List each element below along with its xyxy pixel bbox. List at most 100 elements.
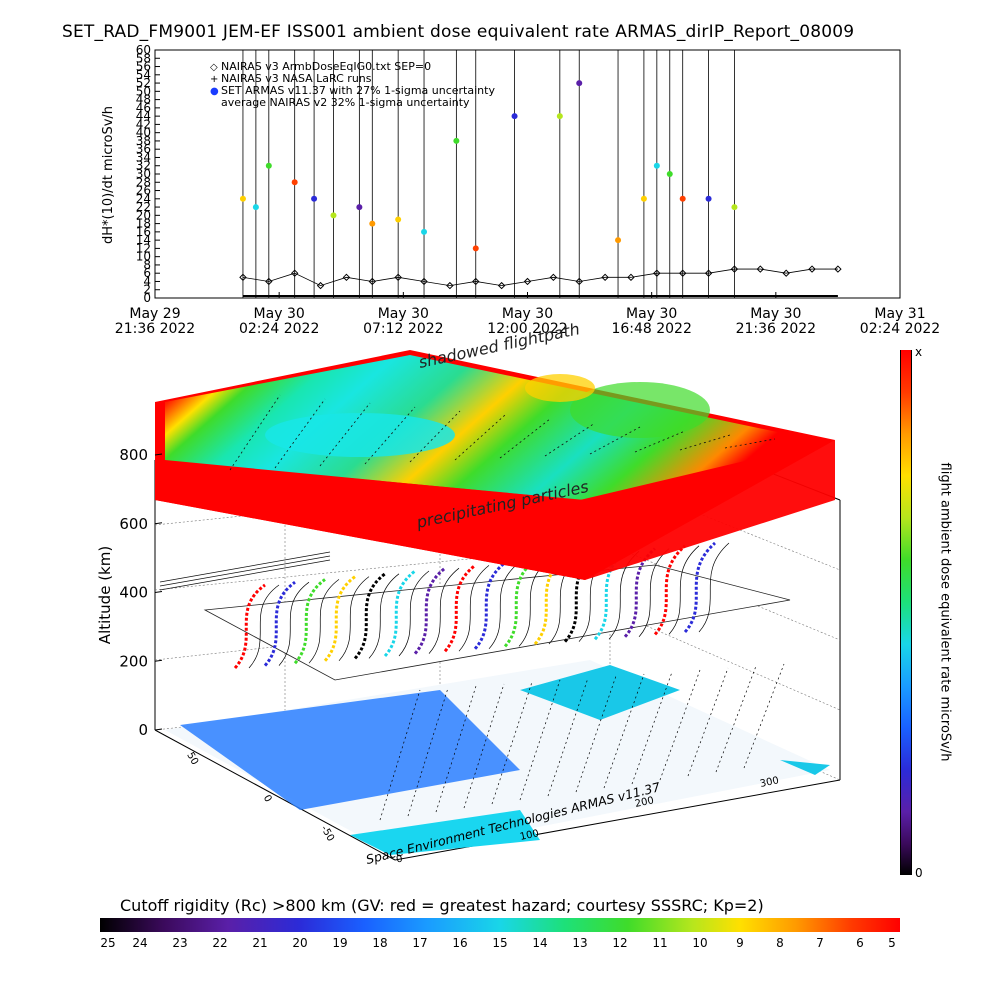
rigidity-tick-label: 12: [612, 936, 627, 950]
y-tick-label: 44: [136, 109, 151, 123]
longitude-tick-label: 100: [519, 828, 540, 843]
nairas-point: [679, 269, 687, 277]
ground-track: [407, 687, 449, 817]
latitude-tick-label: 0: [261, 793, 274, 804]
y-tick-label: 40: [136, 126, 151, 140]
rigidity-tick-label: 11: [652, 936, 667, 950]
colorbar-max-label: x: [915, 345, 923, 359]
orbit-wave-shadow: [578, 553, 610, 642]
annotation-precipitating-particles: precipitating particles: [414, 477, 590, 532]
rigidity-tick-label: 20: [292, 936, 307, 950]
ground-track: [463, 683, 505, 809]
ocean-region: [180, 690, 520, 810]
nairas-point: [394, 273, 402, 282]
ground-track: [603, 673, 645, 789]
armas-point: [453, 137, 460, 144]
armas-point: [615, 237, 622, 244]
x-tick-label: 02:24 2022: [860, 321, 940, 337]
nairas-point: [601, 273, 609, 282]
y-tick-label: 24: [136, 192, 151, 206]
rigidity-colorbar-ticks: 25 24 23 22 21 20 19 18 17 16 15 14 13 12 11 10 9 8 7 6 5: [100, 936, 896, 950]
flightpath-orbits: [233, 541, 730, 669]
ground-track-dots: [379, 663, 785, 821]
y-tick-label: 28: [136, 175, 151, 189]
rigidity-tick-label: 16: [452, 936, 467, 950]
rigidity-tick-label: 10: [692, 936, 707, 950]
y-axis: 0246810121416182022242628303234363840424…: [136, 43, 160, 305]
armas-point: [311, 195, 318, 202]
nairas-point: [342, 273, 351, 282]
legend-label: average NAIRAS v2 32% 1-sigma uncertaint…: [221, 96, 470, 109]
y-tick-label: 30: [136, 167, 151, 181]
rigidity-tick-label: 13: [572, 936, 587, 950]
nairas-point: [420, 277, 428, 286]
rigidity-tick-label: 21: [252, 936, 267, 950]
armas-point: [653, 162, 660, 169]
orbit-wave-shadow: [518, 559, 550, 647]
armas-point: [291, 179, 298, 186]
nairas-point: [782, 269, 790, 277]
altitude-tick-label: 400: [119, 584, 148, 602]
rigidity-tick-label: 6: [856, 936, 864, 950]
colorbar-min-label: 0: [915, 866, 923, 880]
slab-track-dots: [229, 394, 776, 471]
ground-track: [631, 671, 673, 785]
orbit-wave-shadow: [638, 548, 670, 638]
dose-colorbar: [900, 350, 912, 875]
altitude-tick-label: 200: [119, 652, 148, 670]
x-tick-label: May 30: [502, 306, 553, 322]
ground-track: [519, 679, 561, 801]
ground-track: [715, 665, 757, 773]
x-tick-label: May 29: [129, 306, 180, 322]
orbit-wave: [293, 578, 326, 665]
orbit-wave-shadow: [668, 545, 700, 635]
x-tick-label: 21:36 2022: [115, 321, 195, 337]
armas-point: [252, 204, 259, 211]
orbit-wave: [443, 564, 476, 653]
nairas-point: [575, 277, 583, 286]
x-tick-label: May 30: [378, 306, 429, 322]
orbit-wave: [263, 580, 296, 667]
orbit-wave: [353, 572, 386, 660]
x-tick-label: May 30: [750, 306, 801, 322]
y-tick-label: 12: [136, 241, 151, 255]
armas-series: [239, 80, 738, 252]
armas-point: [472, 245, 479, 252]
nairas-point: [834, 265, 842, 273]
latitude-tick-label: -50: [318, 824, 336, 844]
rigidity-tick-label: 5: [888, 936, 896, 950]
legend-symbol: ◇: [210, 62, 218, 73]
y-tick-label: 18: [136, 217, 151, 231]
y-tick-label: 0: [143, 291, 151, 305]
ground-track: [547, 677, 589, 797]
nairas-point: [653, 269, 661, 277]
longitude-tick-label: 300: [759, 775, 780, 790]
orbit-wave: [683, 541, 716, 633]
y-tick-label: 26: [136, 184, 151, 198]
x-tick-label: 21:36 2022: [736, 321, 816, 337]
orbit-wave-shadow: [338, 576, 370, 662]
armas-point: [511, 113, 518, 120]
page-title: SET_RAD_FM9001 JEM-EF ISS001 ambient dos…: [62, 22, 855, 42]
armas-point: [640, 195, 647, 202]
y-tick-label: 56: [136, 60, 151, 74]
armas-point: [666, 171, 673, 177]
altitude-tick-label: 0: [138, 721, 148, 739]
y-tick-label: 2: [143, 283, 151, 297]
slab-track: [364, 406, 416, 465]
orbit-stream-left: [159, 551, 331, 591]
y-tick-label: 58: [136, 51, 151, 65]
x-tick-label: May 31: [874, 306, 925, 322]
orbit-wave-shadow: [608, 551, 640, 640]
x-tick-label: May 30: [254, 306, 305, 322]
orbit-wave: [563, 553, 596, 643]
rigidity-tick-label: 25: [100, 936, 115, 950]
orbit-wave: [413, 567, 446, 655]
orbit-wave-shadow: [278, 581, 310, 666]
chart-legend: ◇ NAIRAS v3 ArmbDoseEqIG0.txt SEP=0+ NAIRA…: [210, 60, 495, 109]
orbit-wave-shadow: [458, 565, 490, 652]
slab-track: [679, 434, 731, 451]
y-tick-label: 22: [136, 200, 151, 214]
armas-point: [330, 212, 337, 219]
